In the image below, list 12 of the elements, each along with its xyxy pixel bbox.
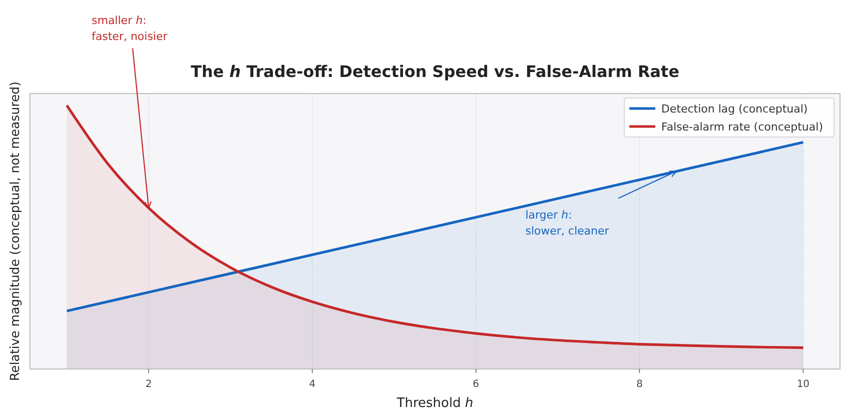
annotation: smaller h: faster, noisier [92, 14, 168, 44]
y-axis-title: Relative magnitude (conceptual, not measured) [7, 82, 22, 381]
x-tick-label: 6 [472, 379, 480, 390]
legend-label: False-alarm rate (conceptual) [661, 120, 824, 134]
x-axis-title: Threshold h [396, 396, 474, 411]
annotation: larger h: slower, cleaner [525, 208, 610, 238]
x-tick-label: 4 [309, 379, 316, 390]
x-tick-label: 10 [796, 379, 810, 390]
legend-label: Detection lag (conceptual) [661, 102, 808, 116]
x-tick-label: 2 [145, 379, 152, 390]
chart-title: The h Trade-off: Detection Speed vs. False-Alarm Rate [190, 62, 680, 81]
x-tick-label: 8 [636, 379, 643, 390]
